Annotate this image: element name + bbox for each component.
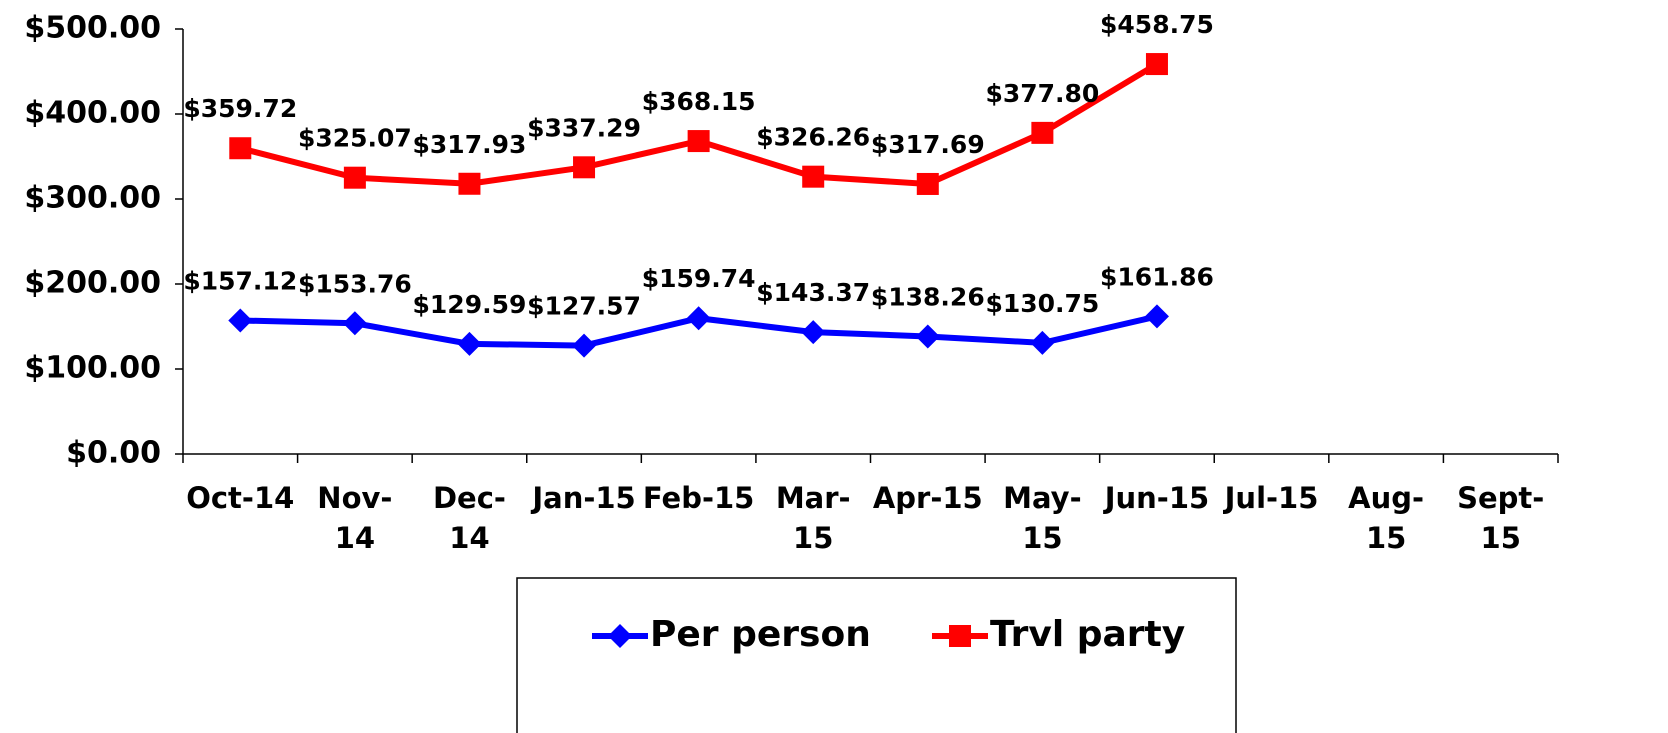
data-label: $359.72 bbox=[183, 94, 297, 123]
data-label: $153.76 bbox=[298, 269, 412, 298]
legend-box bbox=[516, 577, 1237, 733]
marker bbox=[458, 172, 481, 195]
y-tick-label: $100.00 bbox=[24, 351, 161, 386]
legend-label: Trvl party bbox=[990, 614, 1185, 655]
y-tick-label: $400.00 bbox=[24, 96, 161, 131]
x-tick-label: Jan-15 bbox=[532, 481, 636, 515]
marker bbox=[949, 625, 971, 647]
data-label: $161.86 bbox=[1100, 262, 1214, 291]
y-tick-label: $500.00 bbox=[24, 11, 161, 46]
marker bbox=[608, 624, 632, 648]
marker bbox=[229, 137, 252, 160]
x-tick-label: Jul-15 bbox=[1224, 481, 1319, 515]
data-label: $143.37 bbox=[756, 278, 870, 307]
marker bbox=[228, 308, 253, 333]
data-label: $129.59 bbox=[413, 290, 527, 319]
marker bbox=[457, 331, 482, 356]
x-tick-label: Jun-15 bbox=[1104, 481, 1210, 515]
data-label: $337.29 bbox=[527, 113, 641, 142]
marker bbox=[1031, 121, 1054, 144]
y-tick-label: $0.00 bbox=[66, 436, 161, 471]
x-tick-label: Nov-14 bbox=[317, 481, 393, 555]
x-tick-label: Dec-14 bbox=[432, 481, 506, 555]
data-label: $138.26 bbox=[871, 282, 985, 311]
legend-label: Per person bbox=[650, 614, 871, 655]
data-label: $326.26 bbox=[756, 123, 870, 152]
marker bbox=[1144, 304, 1169, 329]
x-tick-label: May-15 bbox=[1003, 481, 1082, 555]
marker bbox=[802, 165, 825, 188]
x-tick-label: Apr-15 bbox=[872, 481, 983, 515]
y-tick-label: $300.00 bbox=[24, 181, 161, 216]
data-label: $127.57 bbox=[527, 292, 641, 321]
x-tick-label: Oct-14 bbox=[186, 481, 295, 515]
data-label: $377.80 bbox=[985, 79, 1099, 108]
marker bbox=[915, 324, 940, 349]
marker bbox=[572, 333, 597, 358]
data-label: $368.15 bbox=[642, 87, 756, 116]
marker bbox=[1030, 330, 1055, 355]
data-label: $317.93 bbox=[413, 130, 527, 159]
marker bbox=[916, 172, 939, 195]
x-tick-label: Sept-15 bbox=[1457, 481, 1545, 555]
marker bbox=[343, 166, 366, 189]
marker bbox=[573, 156, 596, 179]
marker bbox=[1145, 53, 1168, 76]
marker bbox=[687, 130, 710, 153]
marker bbox=[686, 306, 711, 331]
marker bbox=[342, 311, 367, 336]
data-label: $157.12 bbox=[183, 266, 297, 295]
data-label: $458.75 bbox=[1100, 10, 1214, 39]
y-tick-label: $200.00 bbox=[24, 266, 161, 301]
data-label: $159.74 bbox=[642, 264, 756, 293]
data-label: $325.07 bbox=[298, 124, 412, 153]
x-tick-label: Feb-15 bbox=[642, 481, 755, 515]
data-label: $317.69 bbox=[871, 130, 985, 159]
x-tick-label: Mar-15 bbox=[775, 481, 851, 555]
marker bbox=[801, 320, 826, 345]
x-tick-label: Aug-15 bbox=[1348, 481, 1425, 555]
data-label: $130.75 bbox=[985, 289, 1099, 318]
